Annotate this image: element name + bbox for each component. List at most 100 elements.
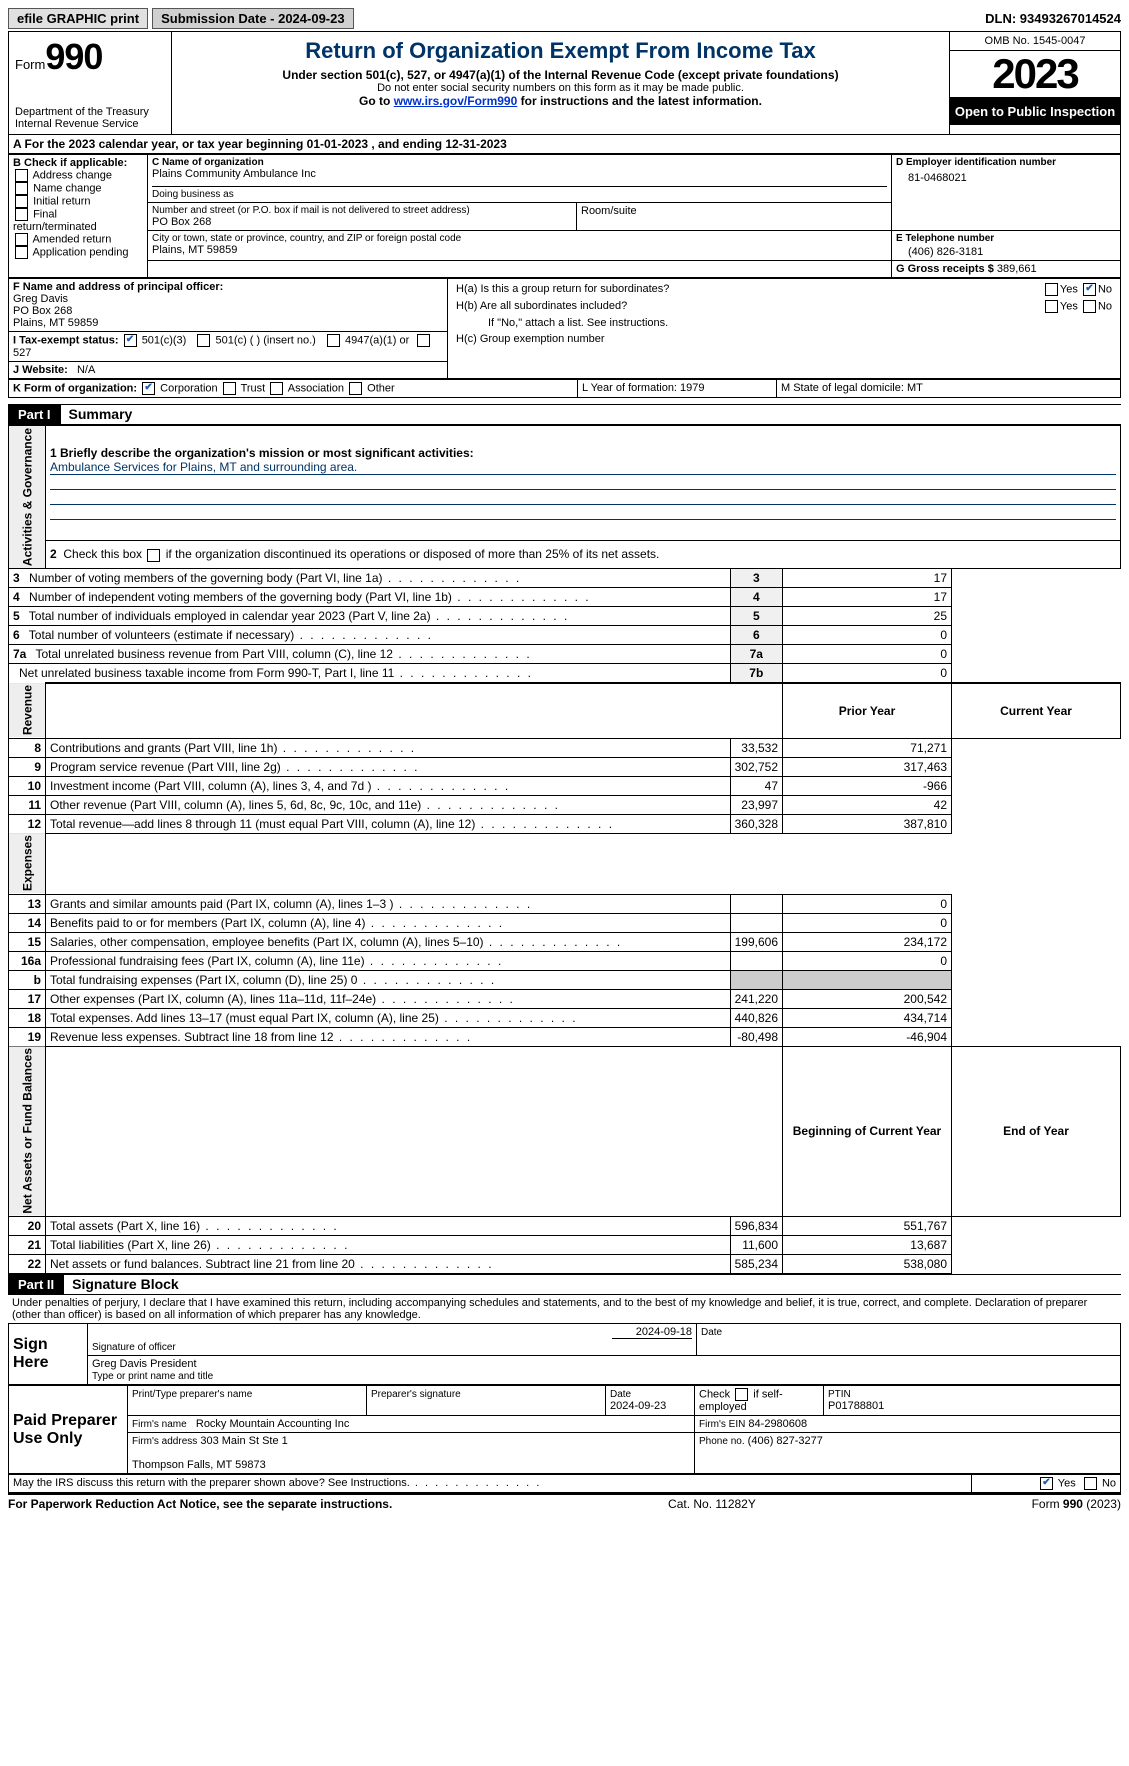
ck-application-pending[interactable] [15, 246, 28, 259]
street-label: Number and street (or P.O. box if mail i… [152, 205, 572, 216]
page-footer: For Paperwork Reduction Act Notice, see … [8, 1493, 1121, 1511]
form-title: Return of Organization Exempt From Incom… [178, 38, 943, 64]
ck-hb-no[interactable] [1083, 300, 1096, 313]
ck-corp[interactable] [142, 382, 155, 395]
ck-self-employed[interactable] [735, 1388, 748, 1401]
ck-other[interactable] [349, 382, 362, 395]
hb-label: H(b) Are all subordinates included? [452, 298, 720, 315]
hb-note: If "No," attach a list. See instructions… [452, 315, 1116, 331]
gross-receipts-value: 389,661 [997, 263, 1037, 275]
ck-ha-yes[interactable] [1045, 283, 1058, 296]
website-value: N/A [77, 364, 95, 376]
city-value: Plains, MT 59859 [152, 244, 887, 256]
form-header: Form990 Department of the Treasury Inter… [8, 31, 1121, 135]
c-name-label: C Name of organization [152, 157, 887, 168]
side-revenue: Revenue [9, 683, 46, 738]
typed-label: Type or print name and title [92, 1371, 213, 1382]
ck-discuss-no[interactable] [1084, 1477, 1097, 1490]
omb-number: OMB No. 1545-0047 [950, 32, 1120, 51]
ptin-value: P01788801 [828, 1400, 884, 1412]
city-label: City or town, state or province, country… [152, 233, 887, 244]
k-label: K Form of organization: [13, 382, 137, 394]
part-ii-header: Part IISignature Block [8, 1274, 1121, 1295]
discuss-row: May the IRS discuss this return with the… [8, 1474, 1121, 1493]
section-b-label: B Check if applicable: [13, 157, 143, 169]
phone-value: (406) 826-3181 [908, 246, 1116, 258]
side-net-assets: Net Assets or Fund Balances [9, 1046, 46, 1217]
ck-initial-return[interactable] [15, 195, 28, 208]
summary-table: Activities & Governance 1 Briefly descri… [8, 425, 1121, 1274]
subtitle-1: Under section 501(c), 527, or 4947(a)(1)… [178, 68, 943, 82]
ck-trust[interactable] [223, 382, 236, 395]
firm-phone: (406) 827-3277 [748, 1435, 823, 1447]
subtitle-3: Go to www.irs.gov/Form990 for instructio… [178, 94, 943, 108]
tax-year: 2023 [950, 51, 1120, 98]
form-ref: Form 990 (2023) [1032, 1497, 1121, 1511]
ck-name-change[interactable] [15, 182, 28, 195]
q1-value: Ambulance Services for Plains, MT and su… [50, 460, 1116, 475]
ck-4947[interactable] [327, 334, 340, 347]
ck-assoc[interactable] [270, 382, 283, 395]
ck-address-change[interactable] [15, 169, 28, 182]
ha-label: H(a) Is this a group return for subordin… [452, 281, 720, 298]
irs-link[interactable]: www.irs.gov/Form990 [394, 94, 518, 108]
officer-value: Greg Davis PO Box 268 Plains, MT 59859 [13, 293, 443, 329]
f-officer-label: F Name and address of principal officer: [13, 281, 443, 293]
paid-preparer-label: Paid Preparer Use Only [9, 1386, 128, 1474]
firm-name: Rocky Mountain Accounting Inc [196, 1418, 349, 1430]
ck-501c3[interactable] [124, 334, 137, 347]
dln-label: DLN: 93493267014524 [985, 11, 1121, 26]
ck-hb-yes[interactable] [1045, 300, 1058, 313]
org-name: Plains Community Ambulance Inc [152, 168, 887, 180]
form-word: Form [15, 57, 45, 72]
officer-h-block: F Name and address of principal officer:… [8, 278, 1121, 379]
firm-ein: 84-2980608 [748, 1418, 807, 1430]
ck-501c[interactable] [197, 334, 210, 347]
side-expenses: Expenses [9, 833, 46, 894]
efile-print-button[interactable]: efile GRAPHIC print [8, 8, 148, 29]
topbar: efile GRAPHIC print Submission Date - 20… [8, 8, 1121, 29]
dba-label: Doing business as [152, 186, 887, 200]
sig-officer-label: Signature of officer [92, 1342, 176, 1353]
ck-527[interactable] [417, 334, 430, 347]
typed-name: Greg Davis President [92, 1358, 1116, 1370]
k-l-m-row: K Form of organization: Corporation Trus… [8, 379, 1121, 398]
ck-amended-return[interactable] [15, 233, 28, 246]
col-eoy: End of Year [952, 1046, 1121, 1217]
subtitle-2: Do not enter social security numbers on … [178, 82, 943, 94]
paperwork-notice: For Paperwork Reduction Act Notice, see … [8, 1497, 392, 1511]
ck-ha-no[interactable] [1083, 283, 1096, 296]
d-ein-label: D Employer identification number [896, 157, 1116, 168]
col-boy: Beginning of Current Year [783, 1046, 952, 1217]
col-prior: Prior Year [783, 683, 952, 738]
date-label: Date [701, 1327, 722, 1338]
dept-treasury: Department of the Treasury Internal Reve… [15, 106, 165, 130]
l-year-formation: L Year of formation: 1979 [578, 380, 777, 398]
e-phone-label: E Telephone number [896, 233, 1116, 244]
part-i-header: Part ISummary [8, 404, 1121, 425]
room-suite-label: Room/suite [577, 203, 892, 231]
g-gross-label: G Gross receipts $ [896, 263, 994, 275]
ein-value: 81-0468021 [908, 172, 1116, 184]
j-website-label: J Website: [13, 364, 68, 376]
identity-block: B Check if applicable: Address change Na… [8, 154, 1121, 278]
paid-preparer-block: Paid Preparer Use Only Print/Type prepar… [8, 1385, 1121, 1474]
col-current: Current Year [952, 683, 1121, 738]
sign-here-label: Sign Here [9, 1324, 88, 1385]
perjury-declaration: Under penalties of perjury, I declare th… [8, 1295, 1121, 1323]
submission-date-label: Submission Date - 2024-09-23 [152, 8, 354, 29]
open-public-badge: Open to Public Inspection [950, 98, 1120, 125]
ck-discontinued[interactable] [147, 549, 160, 562]
ck-discuss-yes[interactable] [1040, 1477, 1053, 1490]
cat-no: Cat. No. 11282Y [668, 1497, 756, 1511]
m-state-domicile: M State of legal domicile: MT [777, 380, 1121, 398]
line-a-tax-year: A For the 2023 calendar year, or tax yea… [8, 135, 1121, 154]
sig-date: 2024-09-18 [612, 1326, 692, 1339]
i-label: I Tax-exempt status: [13, 334, 119, 346]
q2-text: 2 Check this box if the organization dis… [46, 540, 1121, 568]
form-number: 990 [45, 36, 102, 77]
hc-label: H(c) Group exemption number [452, 331, 1116, 347]
side-governance: Activities & Governance [9, 426, 46, 569]
signature-block: Sign Here 2024-09-18 Signature of office… [8, 1323, 1121, 1385]
ck-final-return[interactable] [15, 208, 28, 221]
